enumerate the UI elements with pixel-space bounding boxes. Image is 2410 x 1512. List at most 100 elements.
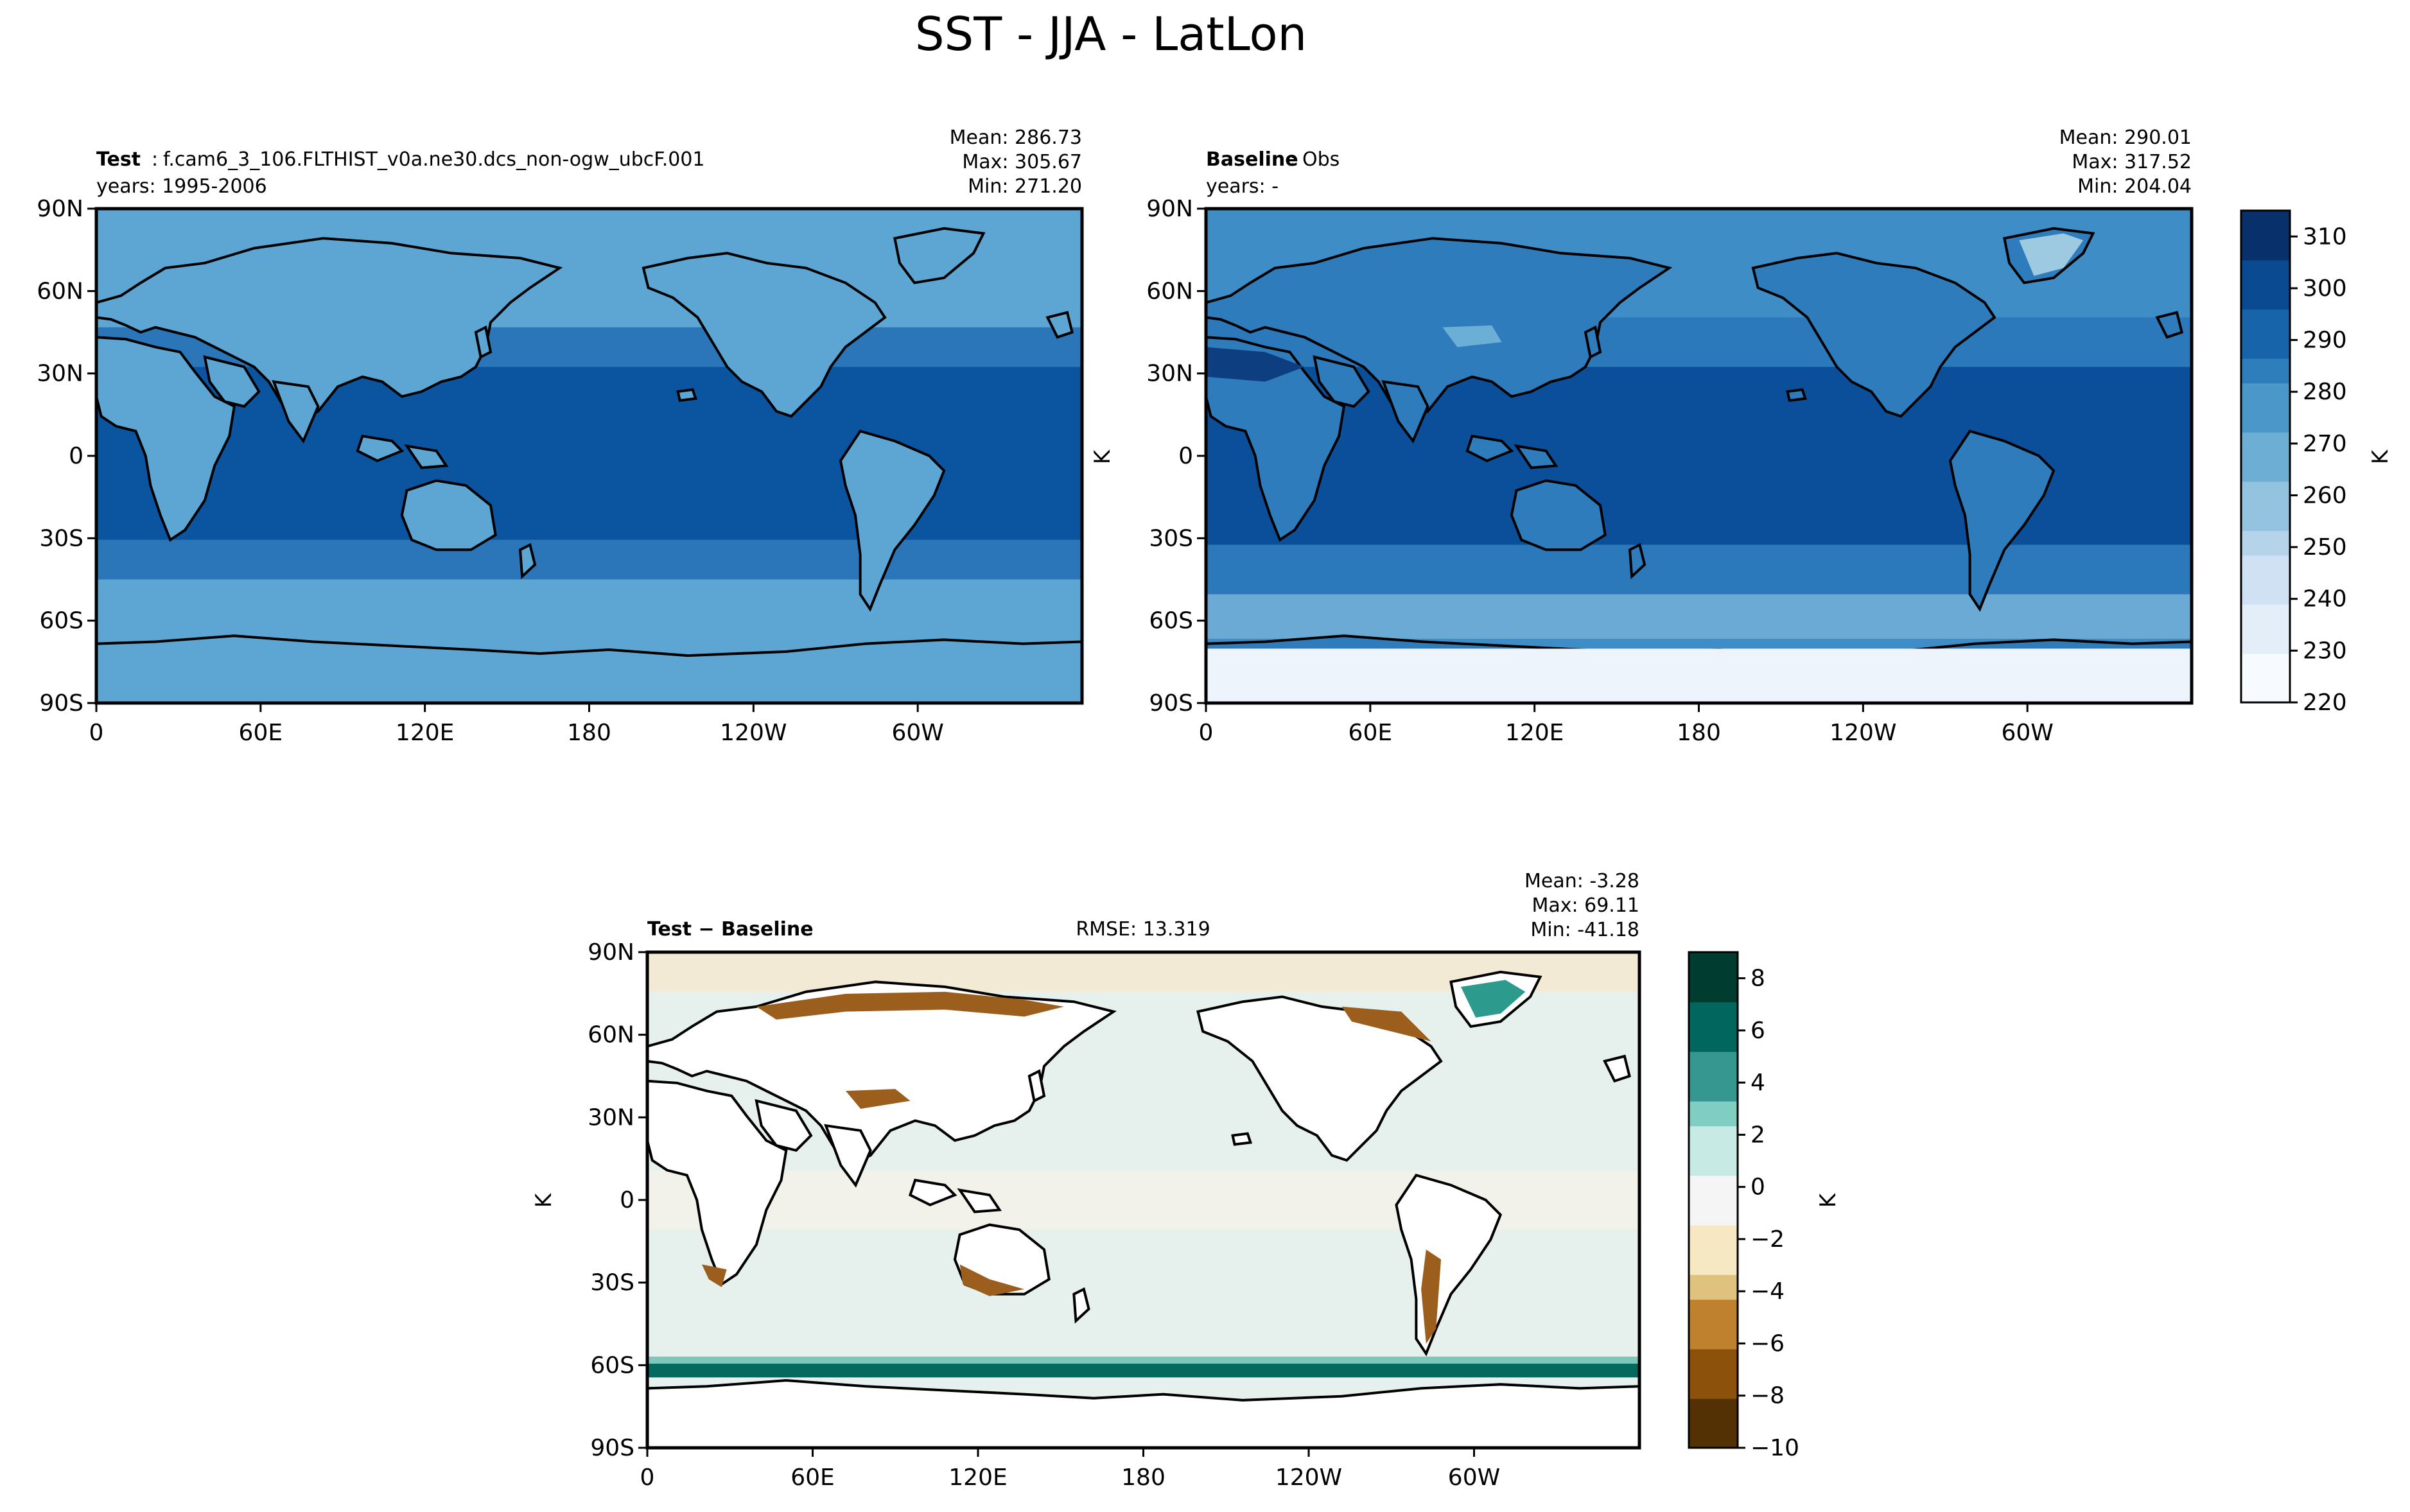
absolute-colorbar-tick-label: 300 <box>2303 275 2347 302</box>
diff-ylabel: K <box>531 1192 557 1208</box>
baseline-lon-tick-label: 120E <box>1505 720 1564 746</box>
absolute-colorbar-tick-label: 250 <box>2303 534 2347 560</box>
test-lon-tick-label: 60W <box>891 720 943 746</box>
absolute-colorbar-frame <box>2240 209 2291 704</box>
baseline-ocean-cold-south <box>1206 594 2192 639</box>
test-lat-tick-label: 60N <box>37 278 83 304</box>
test-label-value: f.cam6_3_106.FLTHIST_v0a.ne30.dcs_non-og… <box>163 148 705 171</box>
difference-colorbar-band <box>1689 1274 1738 1300</box>
absolute-colorbar-band <box>2241 579 2290 605</box>
difference-colorbar-band <box>1689 1150 1738 1176</box>
difference-colorbar-band <box>1689 1299 1738 1325</box>
difference-colorbar-tick-label: −4 <box>1751 1278 1785 1305</box>
test-lat-tick-label: 30N <box>37 361 83 387</box>
baseline-ylabel: K <box>1090 449 1115 464</box>
difference-colorbar-band <box>1689 1175 1738 1201</box>
figure-title: SST - JJA - LatLon <box>915 7 1307 61</box>
absolute-colorbar-band <box>2241 284 2290 310</box>
diff-siberia-cold <box>756 991 1064 1020</box>
diff-max: Max: 69.11 <box>1532 894 1639 917</box>
absolute-colorbar-band <box>2241 431 2290 457</box>
difference-colorbar-tick-label: 4 <box>1751 1070 1765 1096</box>
absolute-colorbar-tick-label: 240 <box>2303 586 2347 613</box>
test-ocean-mid-south <box>96 539 1082 580</box>
baseline-map <box>1206 209 2192 703</box>
difference-colorbar-band <box>1689 1249 1738 1275</box>
test-lat-tick-label: 30S <box>39 525 83 552</box>
baseline-lat-tick-label: 90S <box>1149 690 1193 717</box>
diff-south-band <box>647 1363 1639 1378</box>
diff-canada-cold <box>1341 1006 1431 1041</box>
absolute-colorbar-band <box>2241 677 2290 703</box>
diff-lon-tick-label: 0 <box>640 1464 655 1491</box>
difference-colorbar-band <box>1689 977 1738 1003</box>
test-map <box>96 209 1082 703</box>
absolute-colorbar-tick-label: 280 <box>2303 379 2347 405</box>
baseline-lat-tick-label: 90N <box>1146 196 1193 222</box>
absolute-colorbar-band <box>2241 505 2290 531</box>
absolute-colorbar-band <box>2241 456 2290 482</box>
baseline-years: years: - <box>1206 175 1279 198</box>
diff-australia-cold <box>959 1264 1025 1296</box>
absolute-colorbar-tick-label: 230 <box>2303 638 2347 664</box>
baseline-greenland-ice <box>2019 233 2084 276</box>
absolute-colorbar-tick-label: 310 <box>2303 223 2347 250</box>
difference-colorbar-tick-label: −8 <box>1751 1383 1785 1409</box>
test-mean: Mean: 286.73 <box>950 126 1082 149</box>
test-lat-tick-label: 90N <box>37 196 83 222</box>
difference-colorbar-band <box>1689 1224 1738 1251</box>
absolute-colorbar-band <box>2241 530 2290 556</box>
test-label-sep: : <box>152 148 158 171</box>
difference-colorbar-band <box>1689 1373 1738 1399</box>
absolute-colorbar-tick-label: 220 <box>2303 690 2347 716</box>
test-years: years: 1995-2006 <box>96 175 267 198</box>
absolute-colorbar: 310 300 290 280 270 260 250 240 230 220 <box>2240 209 2347 716</box>
difference-colorbar-tick-label: 2 <box>1751 1122 1765 1148</box>
absolute-colorbar-band <box>2241 358 2290 384</box>
test-lat-tick-label: 90S <box>39 690 83 717</box>
difference-colorbar-band <box>1689 952 1738 978</box>
difference-colorbar-tick-label: 8 <box>1751 966 1765 992</box>
diff-lat-tick-label: 30N <box>588 1104 634 1131</box>
test-lat-tick-label: 60S <box>39 608 83 634</box>
difference-panel: Test − Baseline RMSE: 13.319 Mean: -3.28… <box>531 870 1641 1491</box>
diff-lon-tick-label: 120W <box>1275 1464 1342 1491</box>
baseline-lat-tick-label: 0 <box>1178 443 1193 469</box>
baseline-lat-tick-label: 60S <box>1149 608 1193 634</box>
absolute-colorbar-band <box>2241 555 2290 580</box>
baseline-label-bold: Baseline <box>1206 148 1298 171</box>
test-min: Min: 271.20 <box>968 175 1082 198</box>
difference-colorbar-band <box>1689 1051 1738 1077</box>
test-max: Max: 305.67 <box>962 151 1082 173</box>
difference-colorbar-band <box>1689 1026 1738 1052</box>
absolute-colorbar-band <box>2241 407 2290 433</box>
absolute-colorbar-tick-label: 260 <box>2303 482 2347 508</box>
baseline-label-sep: : <box>1289 148 1296 171</box>
absolute-colorbar-band <box>2241 309 2290 335</box>
diff-lon-tick-label: 60W <box>1448 1464 1500 1491</box>
diff-lat-tick-label: 60S <box>590 1352 634 1378</box>
diff-lon-tick-label: 120E <box>948 1464 1007 1491</box>
test-lon-tick-label: 120W <box>720 720 787 746</box>
difference-map <box>647 952 1639 1448</box>
baseline-antarctic-ice <box>1206 648 2192 703</box>
diff-tibet-cold <box>846 1089 911 1109</box>
difference-colorbar-tick-label: 6 <box>1751 1018 1765 1044</box>
diff-lon-tick-label: 60E <box>790 1464 835 1491</box>
baseline-panel: Baseline : Obs years: - Mean: 290.01 Max… <box>1090 126 2194 746</box>
absolute-colorbar-tick-label: 270 <box>2303 431 2347 457</box>
absolute-colorbar-band <box>2241 235 2290 261</box>
baseline-label-value: Obs <box>1302 148 1340 171</box>
difference-colorbar-tick-label: −2 <box>1751 1226 1785 1253</box>
baseline-lon-tick-label: 120W <box>1829 720 1896 746</box>
difference-colorbar-band <box>1689 1002 1738 1027</box>
absolute-colorbar-band <box>2241 333 2290 359</box>
difference-colorbar-tick-label: −6 <box>1751 1330 1785 1357</box>
difference-colorbar-tick-label: −10 <box>1751 1435 1799 1461</box>
diff-rmse: RMSE: 13.319 <box>1076 918 1210 941</box>
diff-lon-tick-label: 180 <box>1121 1464 1166 1491</box>
absolute-colorbar-band <box>2241 653 2290 679</box>
